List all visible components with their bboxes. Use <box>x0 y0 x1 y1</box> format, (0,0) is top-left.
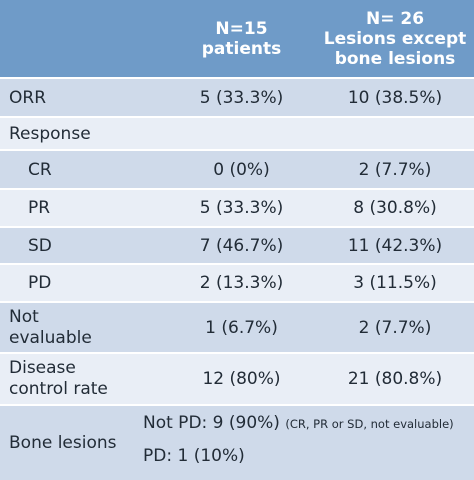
table-row-pr: PR 5 (33.3%) 8 (30.8%) <box>0 190 474 226</box>
row-label-line2: control rate <box>9 379 108 399</box>
header-empty-cell <box>0 0 153 77</box>
header-col-patients-line2: patients <box>201 38 282 59</box>
row-label: Response <box>9 123 91 144</box>
bone-lesions-not-pd: Not PD: 9 (90%) (CR, PR or SD, not evalu… <box>143 413 454 433</box>
row-label: CR <box>28 159 52 180</box>
cell-patients: 2 (13.3%) <box>199 273 284 293</box>
table-header: N=15 patients N= 26 Lesions except bone … <box>0 0 474 77</box>
row-label: PD <box>28 273 52 293</box>
cell-patients: 1 (6.7%) <box>205 317 278 338</box>
table-row-bone-lesions: Bone lesions <box>0 406 474 480</box>
bone-not-pd-value: Not PD: 9 (90%) <box>143 413 280 433</box>
cell-lesions: 8 (30.8%) <box>353 198 437 218</box>
row-label: Disease control rate <box>0 354 153 404</box>
row-label: Not evaluable <box>0 303 153 352</box>
cell-lesions: 2 (7.7%) <box>358 317 432 338</box>
header-col-lesions-line3: bone lesions <box>334 48 456 69</box>
cell-patients: 0 (0%) <box>213 159 270 180</box>
header-col-lesions: N= 26 Lesions except bone lesions <box>310 0 474 77</box>
row-label: PR <box>28 198 51 218</box>
cell-patients: 5 (33.3%) <box>199 198 284 218</box>
row-label: SD <box>28 235 52 256</box>
cell-lesions: 11 (42.3%) <box>347 235 443 256</box>
cell-patients: 7 (46.7%) <box>199 235 284 256</box>
cell-lesions: 2 (7.7%) <box>358 159 432 180</box>
row-label-line2: evaluable <box>9 327 92 348</box>
row-label: Bone lesions <box>9 433 117 453</box>
cell-lesions: 3 (11.5%) <box>353 273 437 293</box>
cell-lesions <box>310 118 474 149</box>
table-row-not-evaluable: Not evaluable 1 (6.7%) 2 (7.7%) <box>0 303 474 352</box>
header-col-lesions-line1: N= 26 <box>365 8 425 29</box>
header-col-lesions-line2: Lesions except <box>323 28 467 49</box>
table-row-sd: SD 7 (46.7%) 11 (42.3%) <box>0 228 474 263</box>
table-row-pd: PD 2 (13.3%) 3 (11.5%) <box>0 265 474 301</box>
cell-patients <box>153 118 310 149</box>
row-label-line1: Not <box>9 306 39 327</box>
table-row-orr: ORR 5 (33.3%) 10 (38.5%) <box>0 79 474 116</box>
row-label: ORR <box>9 87 47 108</box>
table-row-response: Response <box>0 118 474 149</box>
header-col-patients: N=15 patients <box>153 0 310 77</box>
cell-lesions: 10 (38.5%) <box>347 87 443 108</box>
bone-not-pd-note: (CR, PR or SD, not evaluable) <box>285 417 454 431</box>
cell-patients: 12 (80%) <box>202 369 281 389</box>
header-col-patients-line1: N=15 <box>215 18 268 39</box>
table-row-disease-control-rate: Disease control rate 12 (80%) 21 (80.8%) <box>0 354 474 404</box>
cell-patients: 5 (33.3%) <box>199 87 284 108</box>
table-row-cr: CR 0 (0%) 2 (7.7%) <box>0 151 474 188</box>
cell-lesions: 21 (80.8%) <box>347 369 443 389</box>
bone-lesions-pd: PD: 1 (10%) <box>143 446 245 466</box>
row-label-line1: Disease <box>9 358 76 378</box>
